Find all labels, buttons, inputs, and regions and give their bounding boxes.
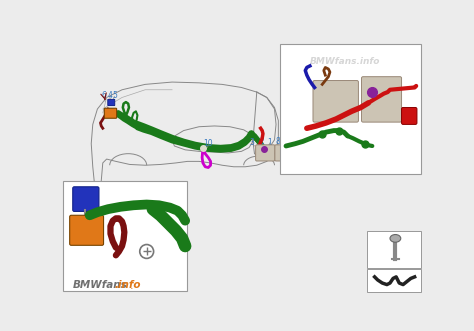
FancyBboxPatch shape: [280, 44, 421, 174]
FancyBboxPatch shape: [275, 145, 292, 161]
Text: 10: 10: [203, 139, 213, 148]
Text: 2: 2: [412, 70, 417, 79]
Text: 4: 4: [103, 182, 108, 191]
Text: 9: 9: [281, 138, 286, 147]
Text: BMWfans: BMWfans: [73, 280, 128, 290]
Ellipse shape: [390, 235, 401, 242]
Text: 1: 1: [267, 138, 272, 147]
FancyBboxPatch shape: [73, 187, 99, 212]
FancyBboxPatch shape: [108, 99, 115, 106]
Text: 2: 2: [260, 137, 264, 146]
Text: 7: 7: [372, 233, 377, 242]
FancyBboxPatch shape: [313, 80, 358, 122]
FancyBboxPatch shape: [63, 181, 188, 291]
Text: 6: 6: [97, 253, 101, 262]
FancyBboxPatch shape: [401, 108, 417, 124]
Text: 6: 6: [102, 91, 107, 100]
Text: 3: 3: [249, 138, 254, 147]
Text: 9: 9: [312, 48, 317, 57]
Text: 4: 4: [107, 91, 112, 100]
Text: 5: 5: [112, 91, 117, 100]
FancyBboxPatch shape: [367, 269, 421, 292]
Text: 8: 8: [322, 48, 327, 57]
FancyBboxPatch shape: [70, 215, 103, 245]
Text: 8: 8: [275, 137, 280, 146]
Text: 5: 5: [72, 243, 77, 252]
Text: .: .: [130, 281, 134, 291]
Text: BMWfans.info: BMWfans.info: [310, 57, 381, 66]
Text: 1: 1: [328, 45, 332, 54]
FancyBboxPatch shape: [367, 231, 421, 268]
Text: 3: 3: [109, 182, 114, 191]
Text: .info: .info: [115, 280, 141, 290]
Text: 3: 3: [289, 131, 294, 140]
FancyBboxPatch shape: [104, 108, 117, 118]
FancyBboxPatch shape: [255, 145, 275, 161]
FancyBboxPatch shape: [362, 77, 401, 122]
